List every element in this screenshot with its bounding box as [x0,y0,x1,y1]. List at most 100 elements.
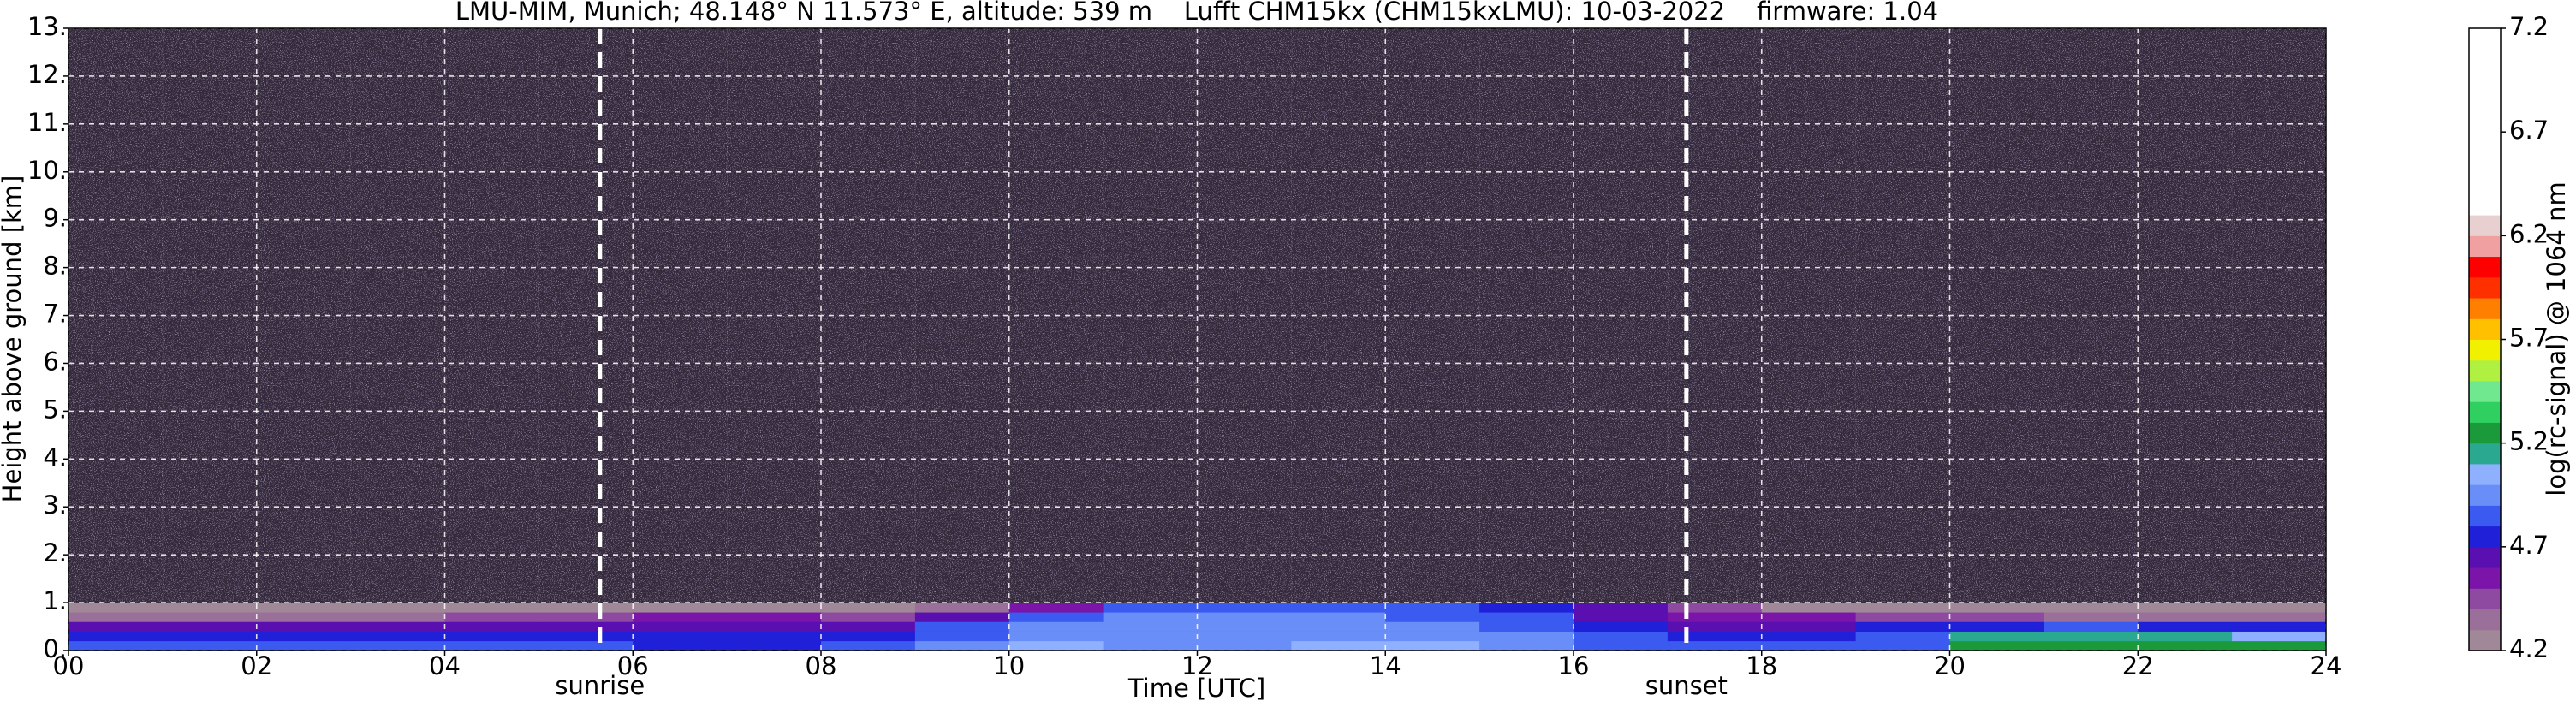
heatmap-cell [538,631,634,642]
heatmap-cell [1574,603,1669,613]
heatmap-cell [162,631,258,642]
heatmap-cell [1667,640,1763,651]
heatmap-cell [2232,640,2327,651]
heatmap-cell [633,640,728,651]
heatmap-cell [1667,603,1763,613]
colorbar-segment [2469,318,2501,340]
heatmap-cell [1103,640,1198,651]
colorbar-segment [2469,443,2501,465]
heatmap-cell [1479,603,1574,613]
x-tick-label: 00 [53,651,85,680]
colorbar-segment [2469,49,2501,70]
heatmap-cell [538,621,634,632]
x-axis-label: Time [UTC] [1127,674,1265,703]
heatmap-cell [1855,603,1950,613]
heatmap-cell [633,621,728,632]
heatmap-cell [2044,631,2139,642]
heatmap-cell [2232,621,2327,632]
heatmap-cell [350,640,445,651]
heatmap-cell [1761,612,1857,622]
heatmap-cell [1291,631,1386,642]
y-tick-label: 7. [43,300,67,329]
colorbar-segment [2469,422,2501,444]
heatmap-cell [256,631,352,642]
heatmap-cell [1574,612,1669,622]
heatmap-cell [1949,621,2044,632]
heatmap-cell [2138,631,2233,642]
heatmap-cell [444,631,539,642]
heatmap-cell [1008,631,1104,642]
heatmap-cell [1949,612,2044,622]
x-tick-label: 18 [1746,651,1777,680]
heatmap-cell [1197,612,1292,622]
heatmap-cell [2138,621,2233,632]
heatmap-cell [68,612,164,622]
colorbar-segment [2469,463,2501,485]
heatmap-cell [914,612,1010,622]
annotation-label: sunset [1645,671,1728,700]
heatmap-cell [1103,621,1198,632]
y-tick-label: 11. [27,108,67,137]
heatmap-cell [1197,640,1292,651]
annotation-label: sunrise [555,671,645,700]
colorbar-tick-label: 4.7 [2509,531,2549,560]
heatmap-cell [1385,612,1480,622]
colorbar-segment [2469,193,2501,216]
heatmap-cell [1479,612,1574,622]
heatmap-cell [1291,603,1386,613]
colorbar-segment [2469,609,2501,631]
heatmap-cell [1949,640,2044,651]
heatmap-cell [1667,631,1763,642]
heatmap-cell [1385,631,1480,642]
y-tick-label: 10. [27,156,67,185]
y-tick-label: 0. [43,634,67,663]
heatmap-cell [914,621,1010,632]
heatmap-cell [1574,640,1669,651]
y-axis-label: Height above ground [km] [0,175,27,503]
heatmap-cell [68,640,164,651]
heatmap-cell [350,621,445,632]
colorbar-segment [2469,401,2501,423]
colorbar-segment [2469,152,2501,175]
colorbar-segment [2469,505,2501,527]
heatmap-cell [821,603,916,613]
heatmap-cell [1385,621,1480,632]
heatmap-cell [538,612,634,622]
heatmap-cell [1103,612,1198,622]
heatmap-cell [1479,640,1574,651]
colorbar-segment [2469,526,2501,548]
heatmap-cell [727,603,822,613]
heatmap-cell [350,603,445,613]
heatmap-cell [444,603,539,613]
heatmap-cell [2232,612,2327,622]
heatmap-cell [727,612,822,622]
heatmap-cell [2138,603,2233,613]
x-tick-label: 10 [993,651,1025,680]
plot-frame [68,27,2327,651]
colorbar-segment [2469,588,2501,610]
heatmap-cell [1291,612,1386,622]
heatmap-cell [1197,621,1292,632]
heatmap-cell [727,631,822,642]
y-tick-label: 13. [27,12,67,41]
heatmap-cell [2044,603,2139,613]
colorbar-segment [2469,90,2501,112]
heatmap-cell [2044,621,2139,632]
heatmap-cell [821,640,916,651]
heatmap-cell [633,612,728,622]
heatmap-cell [1385,640,1480,651]
heatmap-cell [633,603,728,613]
y-tick-label: 9. [43,204,67,233]
heatmap-cell [821,631,916,642]
heatmap-cell [1008,612,1104,622]
colorbar-segment [2469,380,2501,402]
heatmap-cell [68,603,164,613]
heatmap-cell [1949,631,2044,642]
heatmap-cell [1008,603,1104,613]
y-tick-label: 3. [43,490,67,520]
heatmap-cell [1385,603,1480,613]
colorbar-segment [2469,629,2501,651]
heatmap-cell [1291,621,1386,632]
colorbar-segment [2469,235,2501,258]
y-tick-label: 12. [27,60,67,89]
